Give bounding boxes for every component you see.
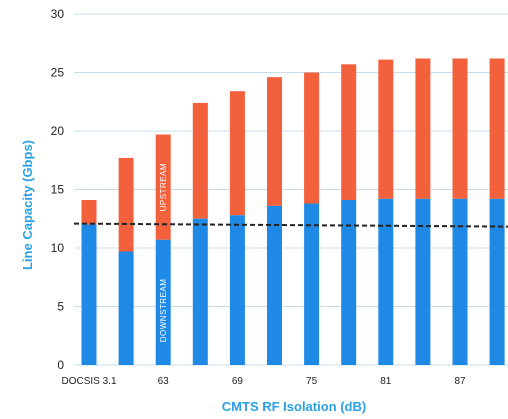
bar-upstream xyxy=(304,72,320,204)
bar-upstream xyxy=(229,91,245,216)
bar-upstream xyxy=(81,200,97,225)
y-tick-label: 15 xyxy=(51,183,65,197)
y-tick-label: 5 xyxy=(57,300,64,314)
bar-upstream xyxy=(192,102,208,219)
y-tick-label: 10 xyxy=(51,241,65,255)
bar-downstream xyxy=(415,198,431,365)
x-tick-label: 69 xyxy=(232,376,244,387)
grid-lines xyxy=(74,13,508,366)
reference-line-group xyxy=(73,222,508,228)
bar-upstream xyxy=(118,157,134,252)
y-tick-label: 0 xyxy=(57,358,64,372)
y-tick-labels: 0 5 10 15 20 25 30 xyxy=(51,7,65,372)
upstream-bar-label: UPSTREAM xyxy=(159,163,168,211)
bar-downstream xyxy=(378,198,394,365)
downstream-bar-label: DOWNSTREAM xyxy=(159,279,168,343)
bar-downstream xyxy=(452,198,468,365)
bar-downstream xyxy=(118,251,134,365)
y-tick-label: 20 xyxy=(51,124,65,138)
bar-downstream xyxy=(304,203,320,365)
bar-upstream xyxy=(452,58,468,199)
bar-upstream xyxy=(341,64,357,201)
bar-upstream xyxy=(489,58,505,199)
bar-downstream xyxy=(489,198,505,365)
y-tick-label: 25 xyxy=(51,66,65,80)
bar-downstream xyxy=(81,224,97,365)
x-tick-label: 81 xyxy=(380,376,392,387)
x-tick-label: 63 xyxy=(158,376,170,387)
x-tick-label: DOCSIS 3.1 xyxy=(61,376,116,387)
x-tick-label: 75 xyxy=(306,376,318,387)
bar-downstream xyxy=(229,215,245,365)
bar-upstream xyxy=(155,134,171,240)
y-axis-title: Line Capacity (Gbps) xyxy=(20,140,35,270)
bar-downstream xyxy=(267,205,282,365)
y-tick-label: 30 xyxy=(51,7,65,21)
bars: UPSTREAM DOWNSTREAM xyxy=(81,58,505,365)
bar-downstream xyxy=(192,218,208,365)
reference-line xyxy=(73,222,508,228)
bar-downstream xyxy=(341,200,357,365)
x-tick-label: 87 xyxy=(454,376,466,387)
x-tick-labels: DOCSIS 3.1 63 69 75 81 87 xyxy=(61,376,466,387)
x-axis-title: CMTS RF Isolation (dB) xyxy=(222,399,366,414)
bar-upstream xyxy=(378,59,394,199)
bar-upstream xyxy=(267,77,282,206)
bar-downstream xyxy=(155,239,171,365)
bar-upstream xyxy=(415,58,431,199)
